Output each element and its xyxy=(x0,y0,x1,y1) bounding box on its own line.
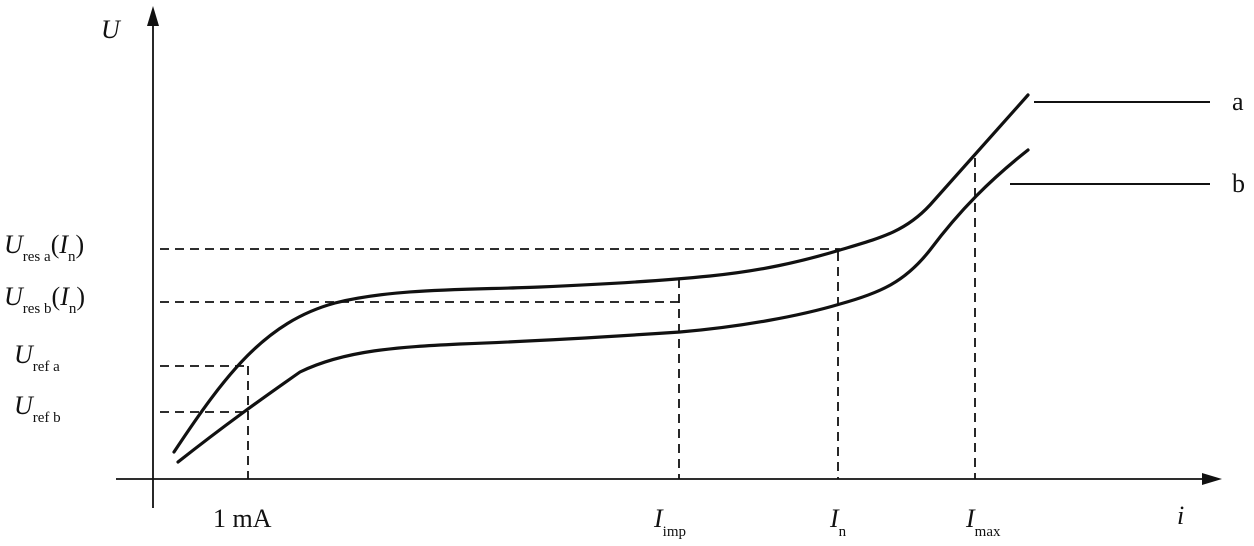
u-res-b-symbol: U xyxy=(4,282,25,311)
x-tick-i-max: Imax xyxy=(965,504,1001,540)
i-imp-subscript: imp xyxy=(663,524,686,540)
i-n-subscript: n xyxy=(839,524,847,540)
u-res-a-open-paren: ( xyxy=(51,230,60,259)
i-n-symbol: I xyxy=(829,504,840,533)
u-res-a-subscript: res a xyxy=(23,249,51,265)
x-axis-arrow xyxy=(1202,473,1222,485)
u-res-b-close-paren: ) xyxy=(76,282,85,311)
y-axis-label: U xyxy=(101,15,122,44)
u-res-a-argument: I xyxy=(58,230,69,259)
y-tick-u-ref-a: Uref a xyxy=(14,340,60,375)
curve-b xyxy=(176,148,1030,464)
u-res-b-open-paren: ( xyxy=(52,282,61,311)
curve-a-label: a xyxy=(1232,87,1244,116)
u-ref-a-symbol: U xyxy=(14,340,35,369)
y-tick-u-res-a: Ures a(In) xyxy=(4,230,84,265)
u-res-a-argument-subscript: n xyxy=(68,249,76,265)
u-res-a-symbol: U xyxy=(4,230,25,259)
curve-a xyxy=(172,93,1030,454)
x-tick-i-n: In xyxy=(829,504,847,540)
u-res-b-argument-subscript: n xyxy=(69,301,77,317)
u-res-b-argument: I xyxy=(59,282,70,311)
x-axis-label: i xyxy=(1177,501,1184,530)
u-ref-a-subscript: ref a xyxy=(33,359,60,375)
y-tick-u-ref-b: Uref b xyxy=(14,391,61,426)
u-ref-b-symbol: U xyxy=(14,391,35,420)
u-res-a-close-paren: ) xyxy=(76,230,85,259)
y-axis-arrow xyxy=(147,6,159,26)
x-tick-i-imp: Iimp xyxy=(653,504,686,540)
i-max-subscript: max xyxy=(975,524,1001,540)
i-imp-symbol: I xyxy=(653,504,664,533)
u-ref-b-subscript: ref b xyxy=(33,410,61,426)
u-res-b-subscript: res b xyxy=(23,301,52,317)
i-max-symbol: I xyxy=(965,504,976,533)
y-tick-u-res-b: Ures b(In) xyxy=(4,282,85,317)
x-tick-one-ma: 1 mA xyxy=(213,504,272,533)
curve-b-label: b xyxy=(1232,169,1245,198)
